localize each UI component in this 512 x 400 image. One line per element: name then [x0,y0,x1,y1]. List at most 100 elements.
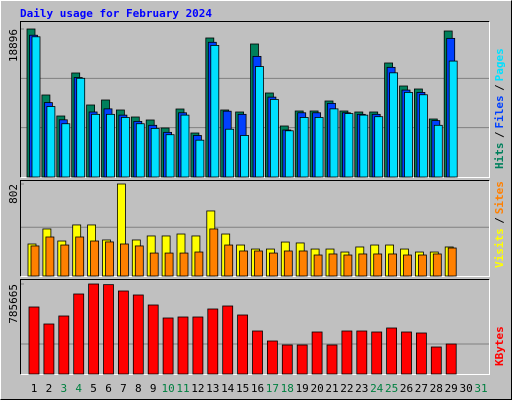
bar [401,331,412,375]
bar [135,123,145,178]
bar [239,250,249,277]
legend-entry: Pages [493,48,506,81]
bar [43,323,55,375]
bar [150,128,160,178]
x-tick-label: 3 [60,382,67,395]
x-tick-label: 15 [236,382,249,395]
bar [358,253,368,277]
legend-separator: / [493,84,506,91]
bar [177,316,189,375]
bar [225,128,235,178]
bar [299,117,309,178]
bar [120,243,129,277]
bar [162,317,174,375]
x-tick-label: 12 [191,382,204,395]
bar [103,284,114,375]
x-tick-label: 19 [296,382,309,395]
x-tick-label: 13 [206,382,219,395]
bar [224,244,234,277]
x-tick-label: 10 [161,382,174,395]
bar [222,305,234,375]
x-tick-label: 25 [385,382,398,395]
x-tick-label: 7 [120,382,127,395]
bar [430,346,442,375]
bar [415,332,427,375]
bar [266,340,278,375]
bar [180,114,190,178]
bar [356,330,368,375]
bar [268,252,278,277]
x-tick-label: 30 [459,382,472,395]
panel-light [20,180,490,277]
bar [194,251,204,277]
bar [311,331,323,375]
bar [240,135,250,178]
x-tick-label: 18 [281,382,294,395]
x-tick-label: 21 [325,382,338,395]
x-tick-label: 6 [105,382,112,395]
bar [88,283,99,375]
bar [45,236,55,277]
legend-entry: Sites [493,181,506,214]
legend-entry: Visits [493,228,506,268]
panel-shadow [20,180,490,277]
bar [209,228,219,277]
x-tick-label: 31 [474,382,487,395]
bar [371,331,383,375]
bar [255,66,264,178]
bar [61,123,71,178]
x-tick-label: 8 [135,382,142,395]
bar [343,254,353,277]
bar [254,250,263,277]
panel-light [20,279,490,375]
bar [106,113,115,178]
bar [269,99,279,178]
y-tick-label: 18896 [7,29,20,62]
bar [374,116,384,178]
x-tick-label: 17 [266,382,279,395]
bar [389,72,399,178]
bar [329,108,339,178]
x-tick-label: 9 [150,382,157,395]
y-tick-label: 785665 [7,284,20,324]
panel-light [20,21,490,178]
bar [298,250,308,277]
bar [328,253,338,277]
panel-shadow [20,21,490,178]
x-tick-label: 2 [46,382,53,395]
bar [448,60,458,178]
legend-entry: KBytes [493,326,506,366]
bar [165,134,175,178]
x-tick-label: 11 [176,382,189,395]
bar [121,117,130,178]
bar [132,294,144,375]
bar [445,343,457,375]
bar [30,245,40,277]
bar [179,252,189,277]
bar [418,94,428,178]
x-tick-label: 29 [445,382,458,395]
bar [313,254,323,277]
bar [314,117,324,178]
bar [105,241,114,277]
bar [91,113,100,178]
chart-title: Daily usage for February 2024 [20,7,212,20]
bar [90,240,99,277]
bar [149,252,159,277]
bar [31,36,41,178]
x-tick-label: 1 [31,382,38,395]
bar [164,252,174,277]
bar [195,139,205,178]
x-tick-label: 14 [221,382,235,395]
x-tick-label: 23 [355,382,368,395]
bar [433,124,443,178]
bar [326,344,338,375]
x-tick-label: 4 [75,382,82,395]
x-tick-label: 16 [251,382,264,395]
bar [373,253,383,277]
x-tick-label: 28 [430,382,443,395]
x-tick-label: 26 [400,382,413,395]
bar [73,293,85,375]
